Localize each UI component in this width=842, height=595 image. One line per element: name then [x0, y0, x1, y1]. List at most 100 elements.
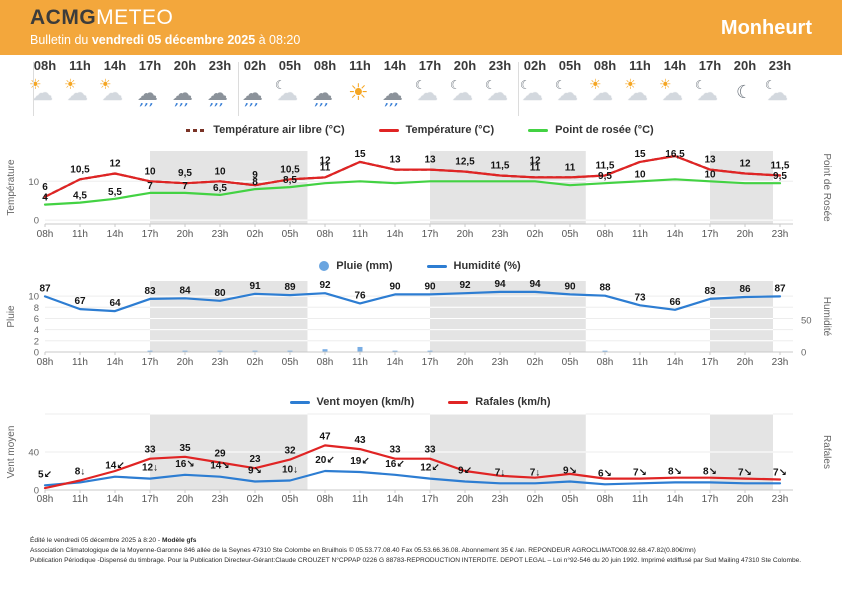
- moon-icon: ☾: [695, 78, 706, 92]
- footer-imprint: Édité le vendredi 05 décembre 2025 à 8:2…: [30, 536, 820, 566]
- x-axis-hour-label: 20h: [457, 357, 474, 368]
- y-axis-title-left: Vent moyen: [6, 426, 17, 479]
- x-axis-hour-label: 14h: [667, 494, 684, 505]
- moon-icon: ☾: [555, 78, 566, 92]
- x-axis-hour-label: 20h: [177, 494, 194, 505]
- value-label: 13: [389, 155, 401, 166]
- value-label: 20↙: [315, 455, 335, 466]
- cloud-icon: ☁: [172, 81, 193, 105]
- legend-item-dew-point: Point de rosée (°C): [528, 122, 654, 138]
- forecast-hour-cell: 17h ☁,,,: [132, 58, 168, 115]
- x-axis-hour-label: 08h: [597, 357, 614, 368]
- legend-item-rain: Pluie (mm): [319, 258, 393, 274]
- value-label: 10: [634, 169, 646, 180]
- series-line: [43, 178, 782, 206]
- x-axis-hour-label: 05h: [282, 494, 299, 505]
- value-label: 7↘: [738, 467, 752, 478]
- x-axis-hour-label: 17h: [702, 494, 719, 505]
- y-axis-title-left: Température: [6, 159, 17, 216]
- weather-icon-moon-cloud: ☾ ☁: [692, 78, 728, 115]
- rain-humidity-chart: 87 67 64 83 84 80 91 89 92 76 90 90 92 94 94 90 88 73 66 83…: [0, 276, 842, 376]
- value-label: 87: [774, 283, 786, 294]
- value-label: 12: [319, 155, 331, 166]
- x-axis-hour-label: 11h: [72, 357, 88, 368]
- value-label: 10,5: [70, 164, 90, 175]
- moon-icon: ☾: [485, 78, 496, 92]
- value-label: 33: [389, 445, 401, 456]
- value-label: 14↘: [210, 461, 230, 472]
- value-label: 11: [320, 162, 331, 173]
- forecast-hour-cell: 02h ☁,,,: [237, 58, 273, 115]
- value-label: 84: [179, 285, 191, 296]
- value-label: 64: [109, 298, 121, 309]
- value-label: 4,5: [73, 191, 87, 202]
- x-axis-hour-label: 20h: [737, 494, 754, 505]
- cloud-icon: ☁: [312, 81, 333, 105]
- value-label: 9: [252, 170, 258, 181]
- hour-label: 17h: [418, 58, 442, 73]
- forecast-hour-cell: 08h ☀ ☁: [27, 58, 63, 115]
- weather-icon-moon-cloud: ☾ ☁: [517, 79, 553, 115]
- value-label: 11,5: [491, 161, 510, 172]
- value-label: 12: [109, 159, 121, 170]
- x-axis-hour-label: 14h: [667, 357, 684, 368]
- x-axis-hour-label: 20h: [737, 357, 754, 368]
- value-label: 16,5: [665, 149, 685, 160]
- rain-humidity-legend: Pluie (mm) Humidité (%): [45, 258, 795, 274]
- value-label: 32: [284, 446, 296, 457]
- moon-icon: ☾: [415, 78, 426, 92]
- cloud-icon: ☁: [767, 81, 788, 105]
- hour-label: 11h: [69, 58, 91, 73]
- value-label: 7↘: [773, 467, 787, 478]
- value-label: 23: [249, 454, 261, 465]
- weather-icon-moon-cloud: ☾ ☁: [447, 79, 483, 115]
- forecast-hour-cell: 23h ☾ ☁: [762, 58, 798, 115]
- hour-label: 20h: [173, 58, 197, 73]
- value-label: 91: [249, 281, 261, 292]
- value-label: 8↘: [668, 466, 682, 477]
- hour-label: 11h: [629, 58, 651, 73]
- hour-label: 20h: [453, 58, 477, 73]
- y-axis-tick-left: 40: [28, 448, 39, 459]
- x-axis-hour-label: 17h: [702, 357, 719, 368]
- x-axis-hour-label: 23h: [492, 229, 509, 240]
- value-label: 15: [354, 149, 366, 160]
- cloud-icon: ☁: [452, 81, 473, 105]
- blue-line-marker-icon: [289, 400, 310, 404]
- x-axis-hour-label: 17h: [702, 229, 719, 240]
- value-label: 9↘: [563, 466, 577, 477]
- value-label: 11: [530, 162, 541, 173]
- forecast-hour-cell: 05h ☾ ☁: [272, 58, 308, 115]
- x-axis-hour-label: 11h: [632, 357, 648, 368]
- hour-label: 14h: [663, 58, 687, 73]
- x-axis-hour-label: 02h: [527, 494, 544, 505]
- value-label: 76: [354, 290, 366, 301]
- value-label: 10,5: [280, 164, 300, 175]
- value-label: 80: [214, 288, 226, 299]
- x-axis-hour-label: 17h: [142, 494, 159, 505]
- weather-icon-sun-cloud: ☀ ☁: [27, 78, 63, 115]
- hour-label: 20h: [733, 58, 757, 73]
- value-label: 13: [704, 155, 716, 166]
- value-label: 19↙: [350, 456, 370, 467]
- weather-icon-sun: ☀: [342, 81, 378, 115]
- hour-label: 14h: [103, 58, 127, 73]
- bulletin-time: à 08:20: [255, 33, 301, 47]
- value-label: 13: [424, 155, 436, 166]
- forecast-hour-cell: 08h ☀ ☁: [587, 58, 623, 115]
- hour-label: 08h: [33, 58, 57, 73]
- x-axis-hour-label: 02h: [527, 229, 544, 240]
- day-separator: [237, 62, 239, 116]
- x-axis-hour-label: 17h: [422, 494, 439, 505]
- location-title: Monheurt: [720, 17, 812, 39]
- x-axis-hour-label: 02h: [247, 494, 264, 505]
- x-axis-hour-label: 14h: [387, 494, 404, 505]
- weather-icon-rain: ☁,,,: [167, 81, 203, 115]
- wind-legend: Vent moyen (km/h) Rafales (km/h): [45, 394, 795, 410]
- night-band: [430, 151, 586, 224]
- value-label: 10: [144, 166, 156, 177]
- x-axis-hour-label: 17h: [142, 229, 159, 240]
- legend-item-temperature: Température (°C): [378, 122, 494, 138]
- value-label: 94: [529, 279, 541, 290]
- cloud-icon: ☁: [67, 81, 88, 105]
